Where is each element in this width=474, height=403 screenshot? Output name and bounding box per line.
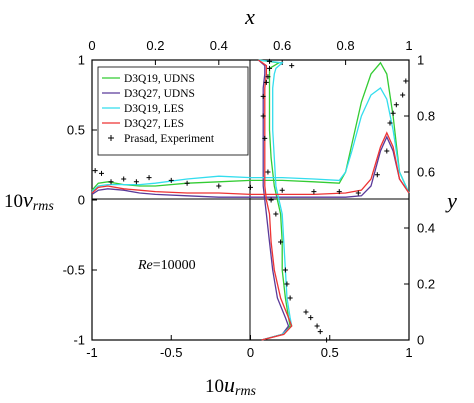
right-tick-label: 0.2 xyxy=(417,277,435,292)
reynolds-annotation: Re=10000 xyxy=(137,258,196,273)
experiment-point-vertical xyxy=(308,315,314,321)
legend-label: D3Q19, UDNS xyxy=(124,73,195,85)
left-axis-title-prefix: 10 xyxy=(4,191,23,212)
experiment-point-vertical xyxy=(317,329,323,335)
left-tick-label: 1 xyxy=(78,53,85,68)
experiment-point-vertical xyxy=(284,281,290,287)
bottom-axis-title-prefix: 10 xyxy=(205,376,224,397)
experiment-point-horizontal xyxy=(400,92,406,98)
experiment-point-horizontal xyxy=(146,175,152,181)
experiment-point-vertical xyxy=(268,197,274,203)
experiment-point-vertical xyxy=(287,295,293,301)
bottom-axis-title-main: u xyxy=(224,372,235,397)
top-tick-label: 1 xyxy=(405,38,412,53)
right-tick-label: 0.4 xyxy=(417,221,435,236)
experiment-point-vertical xyxy=(262,135,268,141)
bottom-tick-label: 1 xyxy=(405,345,412,360)
experiment-point-vertical xyxy=(314,323,320,329)
experiment-point-vertical xyxy=(260,113,266,119)
series-d3q19-les-vertical-profile xyxy=(258,59,293,341)
reynolds-annotation-prefix: Re xyxy=(137,258,153,273)
top-tick-label: 0 xyxy=(88,38,95,53)
left-axis-title-sub: rms xyxy=(33,199,55,214)
experiment-point-horizontal xyxy=(374,172,380,178)
left-tick-label: 0.5 xyxy=(67,123,85,138)
legend-label: Prasad, Experiment xyxy=(124,133,215,145)
experiment-point-vertical xyxy=(282,267,288,273)
left-tick-label: -1 xyxy=(73,333,85,348)
bottom-axis-title: 10urms xyxy=(205,372,257,399)
bottom-tick-label: 0 xyxy=(247,345,254,360)
right-tick-label: 0.8 xyxy=(417,109,435,124)
top-tick-label: 0.6 xyxy=(273,38,291,53)
legend-entries: D3Q19, UDNS D3Q27, UDNS D3Q19, LES D3Q27, L… xyxy=(102,73,215,145)
experiment-point-vertical xyxy=(278,239,284,245)
series-d3q27-les-horizontal-profile xyxy=(91,131,410,196)
top-tick-label: 0.2 xyxy=(146,38,164,53)
experiment-point-vertical xyxy=(289,63,295,69)
right-tick-label: 0 xyxy=(417,333,424,348)
series-d3q27-les-vertical-profile xyxy=(258,59,293,341)
experiment-point-horizontal xyxy=(216,183,222,189)
reynolds-annotation-value: =10000 xyxy=(153,258,196,273)
top-tick-label: 0.4 xyxy=(210,38,228,53)
series-d3q27-udns-vertical-profile xyxy=(257,59,290,341)
experiment-point-horizontal xyxy=(99,170,105,176)
experiment-point-horizontal xyxy=(393,102,399,108)
legend: D3Q19, UDNS D3Q27, UDNS D3Q19, LES D3Q27, L… xyxy=(97,66,249,156)
right-axis-title: y xyxy=(445,188,457,213)
legend-label: D3Q27, LES xyxy=(124,118,184,130)
bottom-tick-label: -1 xyxy=(86,345,98,360)
experiment-point-horizontal xyxy=(168,177,174,183)
experiment-point-horizontal xyxy=(390,110,396,116)
experiment-point-horizontal xyxy=(387,120,393,126)
experiment-point-vertical xyxy=(263,79,269,85)
experiment-point-horizontal xyxy=(384,148,390,154)
legend-box xyxy=(97,66,249,156)
left-axis-title: 10vrms xyxy=(4,187,54,214)
experiment-point-horizontal xyxy=(403,78,409,84)
legend-label: D3Q19, LES xyxy=(124,103,184,115)
experiment-point-horizontal xyxy=(355,190,361,196)
bottom-tick-label: -0.5 xyxy=(160,345,182,360)
experiment-point-horizontal xyxy=(311,189,317,195)
experiment-point-vertical xyxy=(265,169,271,175)
experiment-point-horizontal xyxy=(108,179,114,185)
series-d3q27-udns-horizontal-profile xyxy=(91,135,410,198)
left-tick-label: -0.5 xyxy=(63,263,85,278)
experiment-point-horizontal xyxy=(184,180,190,186)
ticks-layer: -1 -0.5 0 0.5 1-1-0.500.510 0.2 0.4 0.6 0.8 100.2… xyxy=(63,38,435,360)
top-tick-label: 0.8 xyxy=(337,38,355,53)
left-axis-title-main: v xyxy=(23,187,33,212)
experiment-point-horizontal xyxy=(336,189,342,195)
experiment-point-vertical xyxy=(267,58,273,64)
right-tick-label: 0.6 xyxy=(417,165,435,180)
top-axis-title: x xyxy=(244,4,255,29)
left-tick-label: 0 xyxy=(78,193,85,208)
bottom-axis-title-sub: rms xyxy=(235,384,257,399)
experiment-point-vertical xyxy=(303,309,309,315)
series-d3q19-les-horizontal-profile xyxy=(91,87,410,194)
experiment-point-vertical xyxy=(273,211,279,217)
markers-layer xyxy=(92,58,409,343)
experiment-point-vertical xyxy=(324,337,330,343)
legend-label: D3Q27, UDNS xyxy=(124,88,195,100)
experiment-point-horizontal xyxy=(248,184,253,190)
experiment-point-vertical xyxy=(267,65,273,71)
experiment-point-horizontal xyxy=(133,179,139,185)
experiment-point-horizontal xyxy=(279,187,285,193)
experiment-point-horizontal xyxy=(121,176,127,182)
legend-marker xyxy=(108,135,114,141)
right-tick-label: 1 xyxy=(417,53,424,68)
experiment-point-vertical xyxy=(265,74,271,80)
bottom-tick-label: 0.5 xyxy=(321,345,339,360)
experiment-point-horizontal xyxy=(92,168,98,174)
experiment-point-vertical xyxy=(260,93,266,99)
